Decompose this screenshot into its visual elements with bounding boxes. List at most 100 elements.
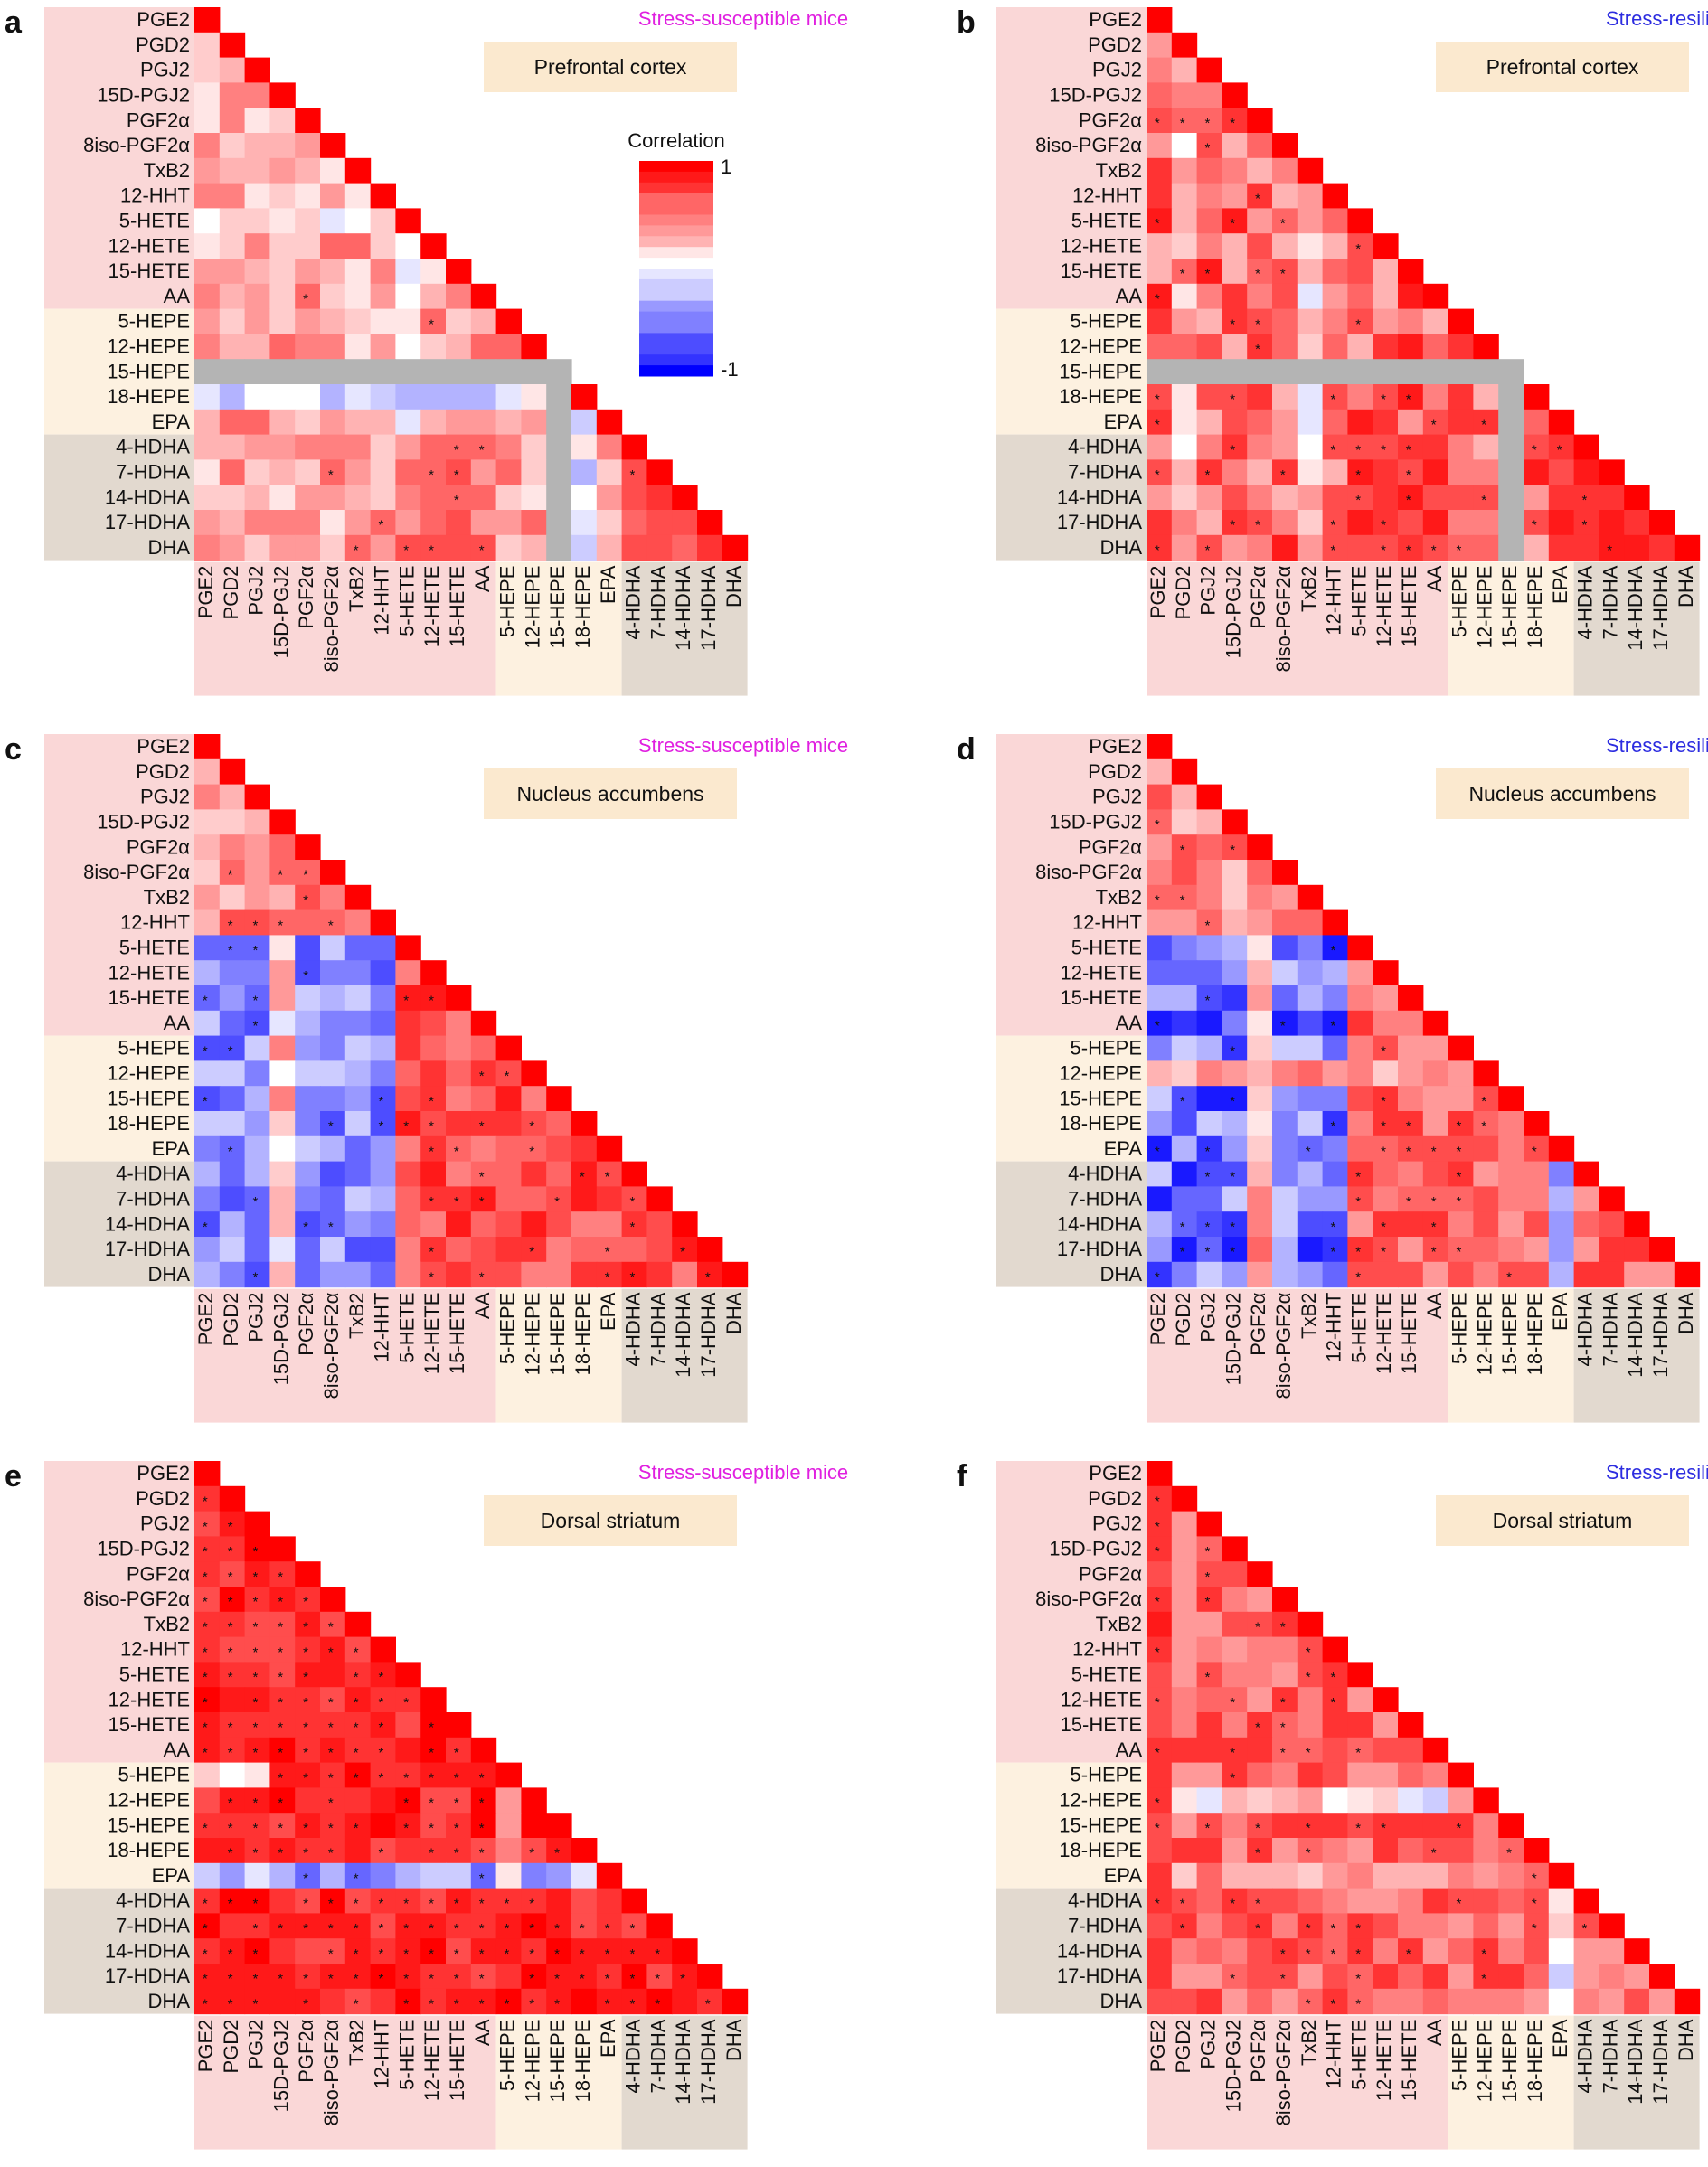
significance-star: *	[354, 1870, 359, 1886]
heatmap-cell	[1398, 1862, 1424, 1889]
row-label: 17-HDHA	[1057, 1964, 1142, 1987]
heatmap-cell	[1347, 1060, 1373, 1087]
heatmap-cell	[1422, 1964, 1449, 1990]
heatmap-cell	[1147, 409, 1173, 436]
heatmap-cell	[1473, 1813, 1499, 1839]
row-label: 15-HETE	[1061, 986, 1142, 1009]
significance-star: *	[203, 1921, 208, 1936]
heatmap-cell	[295, 1938, 321, 1964]
heatmap-cell	[1247, 1964, 1273, 1990]
significance-star: *	[1255, 191, 1260, 206]
heatmap-cell	[1247, 183, 1273, 209]
column-label: 12-HETE	[1373, 1293, 1395, 1374]
significance-star: *	[278, 1695, 283, 1710]
heatmap-cell	[1297, 884, 1324, 911]
legend-band	[639, 182, 713, 194]
group-title: Stress-susceptible mice	[638, 7, 848, 30]
row-label: 15-HETE	[1061, 259, 1142, 282]
significance-star: *	[580, 1921, 585, 1936]
heatmap-cell	[1147, 510, 1173, 536]
heatmap-cell	[470, 308, 497, 334]
heatmap-cell	[219, 1964, 246, 1990]
heatmap-cell	[1524, 384, 1550, 410]
significance-star: *	[1406, 1194, 1411, 1210]
significance-star: *	[1456, 1194, 1461, 1210]
heatmap-cell	[596, 1862, 623, 1889]
significance-star: *	[354, 1821, 359, 1836]
heatmap-cell	[1347, 1135, 1373, 1163]
heatmap-cell	[219, 57, 246, 83]
heatmap-cell	[395, 459, 421, 485]
row-label: 4-HDHA	[116, 1163, 190, 1185]
column-label: EPA	[1549, 565, 1571, 604]
heatmap-cell	[344, 1086, 372, 1112]
heatmap-cell	[1347, 1813, 1373, 1839]
heatmap-cell	[1649, 1237, 1675, 1263]
heatmap-cell	[395, 208, 421, 234]
heatmap-cell	[1473, 1135, 1499, 1163]
heatmap-cell	[1147, 459, 1173, 485]
heatmap-cell	[269, 1913, 296, 1939]
heatmap-cell	[370, 1964, 396, 1990]
heatmap-cell	[1347, 308, 1373, 334]
row-group-band	[996, 1461, 1147, 1763]
significance-star: *	[1155, 1695, 1160, 1710]
significance-star: *	[252, 1569, 258, 1585]
heatmap-cell	[295, 157, 321, 184]
heatmap-cell	[295, 1838, 321, 1864]
heatmap-cell	[571, 534, 598, 561]
heatmap-cell	[420, 283, 447, 310]
significance-star: *	[203, 1595, 208, 1610]
significance-star: *	[354, 542, 359, 558]
heatmap-cell	[1322, 384, 1348, 410]
heatmap-cell	[194, 1611, 221, 1638]
heatmap-cell	[194, 1662, 221, 1688]
heatmap-cell	[244, 884, 270, 911]
heatmap-cell	[370, 1060, 396, 1087]
heatmap-cell	[722, 1988, 749, 2015]
heatmap-cell	[1272, 1787, 1298, 1814]
significance-star: *	[1204, 1544, 1210, 1559]
heatmap-cell	[470, 1988, 497, 2015]
heatmap-cell	[546, 1186, 572, 1212]
significance-star: *	[303, 291, 308, 306]
heatmap-cell	[1247, 860, 1273, 886]
region-title: Nucleus accumbens	[1468, 782, 1656, 806]
heatmap-cell	[1649, 1261, 1675, 1288]
significance-star: *	[1355, 1996, 1361, 2012]
heatmap-cell	[1297, 1010, 1324, 1037]
heatmap-cell	[1548, 434, 1575, 460]
row-group-band	[996, 308, 1147, 435]
heatmap-cell	[1147, 809, 1173, 835]
heatmap-cells: ****************************************…	[1147, 734, 1701, 1288]
heatmap-cell	[546, 510, 572, 536]
heatmap-cell	[1422, 1010, 1449, 1037]
heatmap-cell	[1247, 935, 1273, 961]
heatmap-cell	[1272, 1737, 1298, 1764]
column-label: 18-HEPE	[571, 1293, 594, 1376]
heatmap-cell	[269, 1964, 296, 1990]
heatmap-cell	[1196, 1010, 1222, 1037]
heatmap-cell	[1247, 1261, 1273, 1288]
heatmap-cell	[1247, 157, 1273, 184]
row-label: 12-HHT	[1072, 1638, 1142, 1661]
heatmap-cell	[446, 1938, 472, 1964]
heatmap-cell	[1373, 459, 1399, 485]
region-title: Prefrontal cortex	[534, 55, 687, 79]
heatmap-cell	[1147, 860, 1173, 886]
heatmap-cell	[194, 534, 221, 561]
heatmap-cell	[219, 1913, 246, 1939]
heatmap-cell	[446, 985, 472, 1012]
region-title: Dorsal striatum	[541, 1509, 681, 1532]
heatmap-cell	[646, 459, 673, 485]
significance-star: *	[680, 1972, 685, 1987]
heatmap-cell	[571, 1186, 598, 1212]
heatmap-cell	[320, 308, 346, 334]
heatmap-cell	[295, 1813, 321, 1839]
heatmap-cell	[370, 334, 396, 360]
heatmap-cell	[1473, 1211, 1499, 1238]
heatmap-cell	[320, 1862, 346, 1889]
significance-star: *	[1406, 1144, 1411, 1159]
heatmap-cell	[1498, 1938, 1524, 1964]
heatmap-cell	[219, 909, 246, 936]
